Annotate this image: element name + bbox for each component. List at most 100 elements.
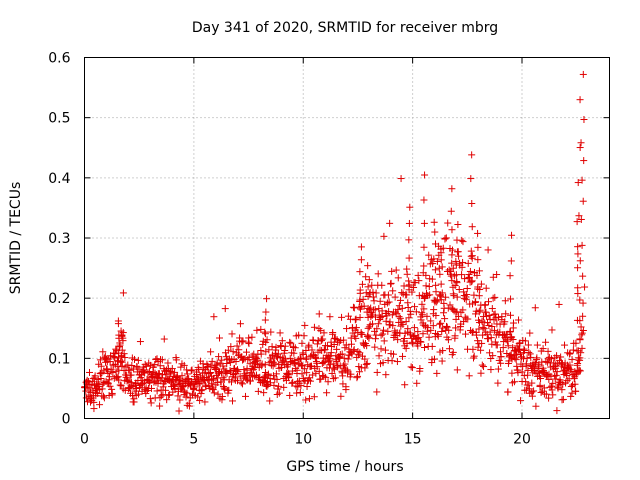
data-point: [264, 370, 272, 378]
peak-point: [576, 336, 584, 344]
data-point: [486, 349, 494, 357]
data-point: [530, 387, 538, 395]
data-point: [136, 338, 144, 346]
data-point: [454, 221, 462, 229]
data-point: [175, 407, 183, 415]
data-point: [448, 259, 456, 267]
x-tick-label: 10: [294, 432, 312, 448]
data-point: [382, 317, 390, 325]
data-point: [350, 346, 358, 354]
data-point: [567, 382, 575, 390]
peak-point: [404, 299, 412, 307]
data-point: [281, 342, 289, 350]
data-point: [275, 389, 283, 397]
data-point: [208, 357, 216, 365]
data-point: [94, 389, 102, 397]
data-point: [363, 342, 371, 350]
data-point: [361, 364, 369, 372]
data-point: [408, 338, 416, 346]
data-point: [254, 387, 262, 395]
data-point: [159, 391, 167, 399]
peak-point: [431, 266, 439, 274]
data-point: [278, 337, 286, 345]
data-point: [106, 382, 114, 390]
data-point: [469, 328, 477, 336]
data-point: [378, 281, 386, 289]
data-point: [526, 350, 534, 358]
data-point: [406, 203, 414, 211]
data-point: [269, 351, 277, 359]
data-point: [301, 321, 309, 329]
data-point: [352, 315, 360, 323]
data-point: [436, 320, 444, 328]
peak-point: [262, 348, 270, 356]
data-point: [442, 293, 450, 301]
data-point: [238, 338, 246, 346]
peak-point: [475, 292, 483, 300]
data-point: [455, 312, 463, 320]
data-point: [476, 306, 484, 314]
data-point: [384, 291, 392, 299]
data-point: [210, 375, 218, 383]
data-point: [537, 389, 545, 397]
data-point: [328, 369, 336, 377]
data-point: [425, 283, 433, 291]
data-point: [489, 352, 497, 360]
peak-point: [508, 231, 516, 239]
peak-point: [448, 304, 456, 312]
data-point: [303, 383, 311, 391]
data-point: [110, 353, 118, 361]
data-point: [206, 368, 214, 376]
peak-point: [437, 256, 445, 264]
peak-point: [438, 289, 446, 297]
data-point: [388, 357, 396, 365]
y-axis-label: SRMTID / TECUs: [8, 182, 24, 295]
data-point: [445, 326, 453, 334]
data-point: [402, 344, 410, 352]
data-point: [526, 329, 534, 337]
data-point: [374, 320, 382, 328]
data-point: [320, 372, 328, 380]
data-point: [369, 320, 377, 328]
data-point: [99, 392, 107, 400]
data-point: [156, 394, 164, 402]
data-point: [350, 304, 358, 312]
data-point: [434, 331, 442, 339]
data-point: [524, 341, 532, 349]
data-point: [207, 348, 215, 356]
data-point: [400, 335, 408, 343]
data-point: [365, 334, 373, 342]
peak-point: [261, 330, 269, 338]
data-point: [484, 298, 492, 306]
data-point: [172, 356, 180, 364]
peak-point: [117, 351, 125, 359]
data-point: [277, 342, 285, 350]
data-point: [227, 343, 235, 351]
peak-point: [474, 229, 482, 237]
data-point: [466, 267, 474, 275]
peak-point: [468, 200, 476, 208]
data-point: [158, 356, 166, 364]
data-point: [478, 339, 486, 347]
data-point: [131, 355, 139, 363]
data-point: [331, 374, 339, 382]
data-point: [286, 391, 294, 399]
data-point: [443, 323, 451, 331]
data-point: [371, 335, 379, 343]
data-point: [378, 312, 386, 320]
data-point: [252, 355, 260, 363]
peak-point: [430, 218, 438, 226]
data-point: [539, 345, 547, 353]
data-point: [260, 389, 268, 397]
data-point: [124, 376, 132, 384]
peak-point: [580, 157, 588, 165]
data-point: [501, 318, 509, 326]
data-point: [134, 356, 142, 364]
data-point: [105, 373, 113, 381]
data-point: [487, 334, 495, 342]
data-point: [411, 279, 419, 287]
data-point: [568, 356, 576, 364]
data-point: [412, 308, 420, 316]
data-point: [420, 262, 428, 270]
data-point: [510, 319, 518, 327]
